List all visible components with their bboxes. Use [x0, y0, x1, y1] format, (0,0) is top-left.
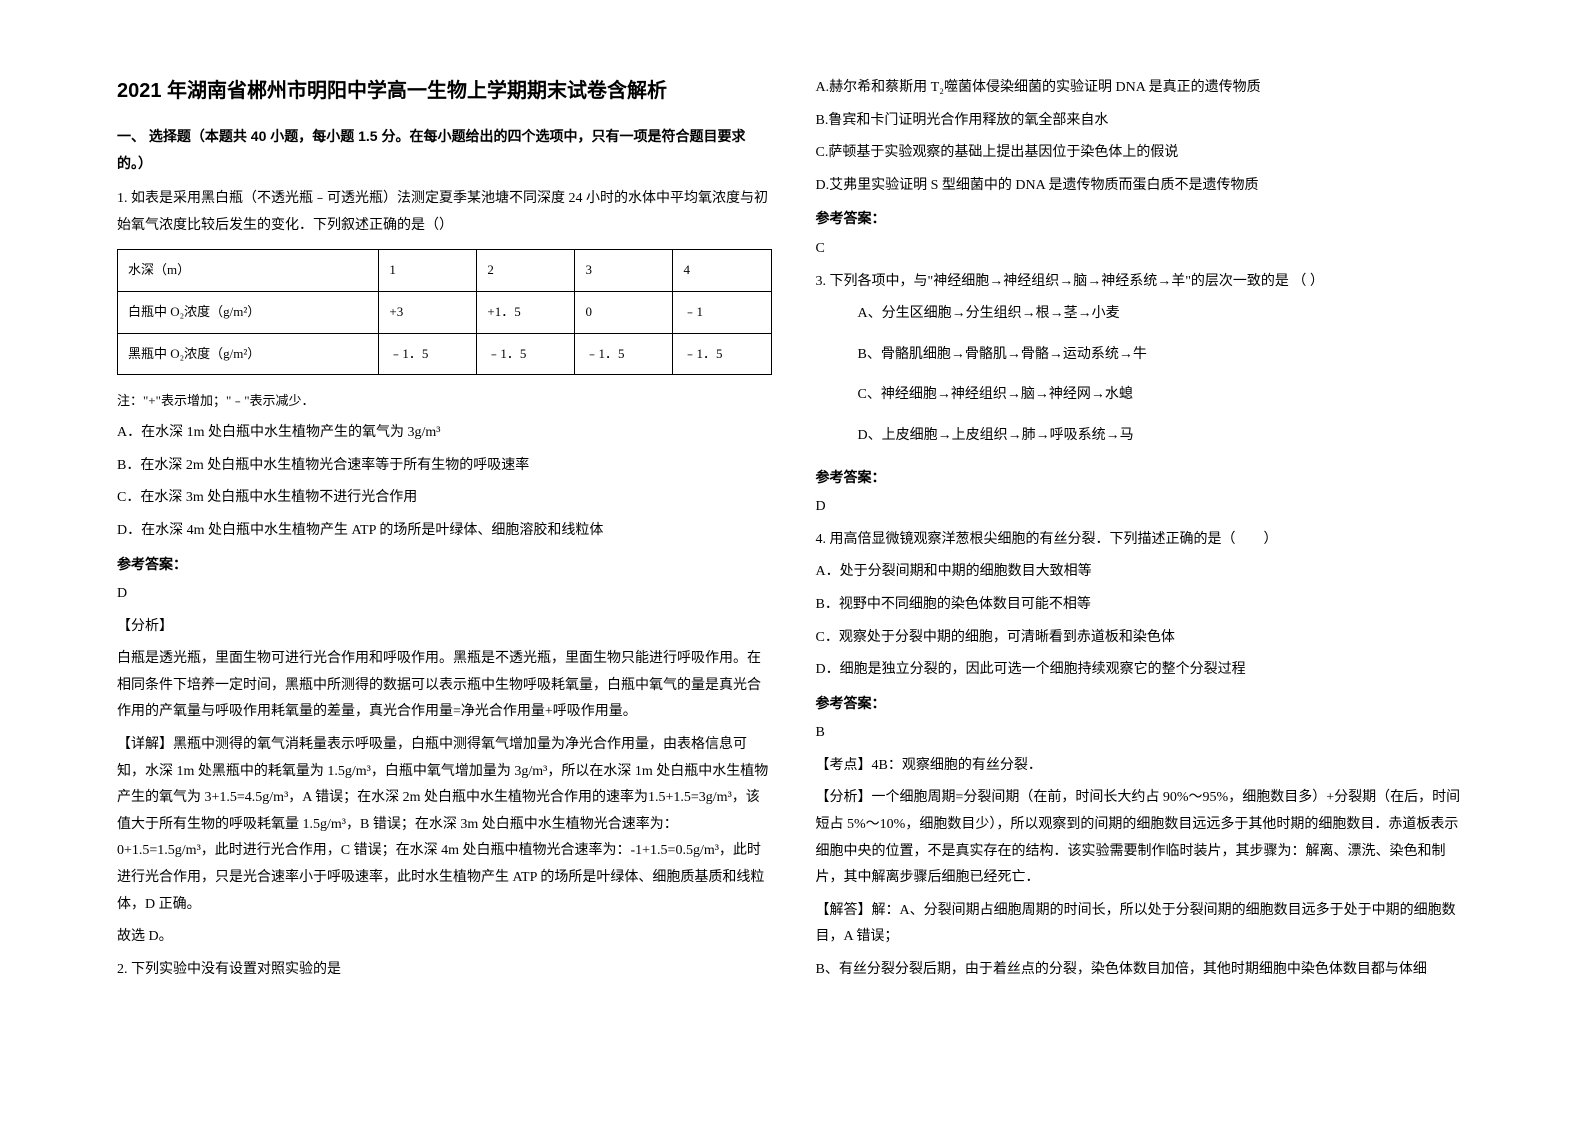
q4-kaodian: 【考点】4B：观察细胞的有丝分裂． — [816, 753, 1471, 780]
q4-fenxi: 【分析】一个细胞周期=分裂间期（在前，时间长大约占 90%～95%，细胞数目多）… — [816, 785, 1471, 891]
q3-option-c: C、神经细胞→神经组织→脑→神经网→水螅 — [858, 382, 1471, 409]
q4-option-c: C．观察处于分裂中期的细胞，可清晰看到赤道板和染色体 — [816, 625, 1471, 652]
right-column: A.赫尔希和蔡斯用 T₂噬菌体侵染细菌的实验证明 DNA 是真正的遗传物质 B.… — [794, 75, 1493, 1047]
q4-answer: B — [816, 720, 1471, 747]
q1-data-table: 水深（m） 1 2 3 4 白瓶中 O₂浓度（g/m²） +3 +1．5 0 ﹣… — [117, 249, 772, 375]
q1-detail: 【详解】黑瓶中测得的氧气消耗量表示呼吸量，白瓶中测得氧气增加量为净光合作用量，由… — [117, 732, 772, 918]
table-cell: ﹣1．5 — [673, 333, 771, 375]
table-cell: 白瓶中 O₂浓度（g/m²） — [118, 292, 379, 334]
q2-option-a: A.赫尔希和蔡斯用 T₂噬菌体侵染细菌的实验证明 DNA 是真正的遗传物质 — [816, 75, 1471, 102]
q3-option-b: B、骨骼肌细胞→骨骼肌→骨骼→运动系统→牛 — [858, 342, 1471, 369]
table-header-cell: 3 — [575, 250, 673, 292]
section-1-header: 一、 选择题（本题共 40 小题，每小题 1.5 分。在每小题给出的四个选项中，… — [117, 123, 772, 176]
q1-answer: D — [117, 581, 772, 608]
q1-option-c: C．在水深 3m 处白瓶中水生植物不进行光合作用 — [117, 485, 772, 512]
q4-option-d: D．细胞是独立分裂的，因此可选一个细胞持续观察它的整个分裂过程 — [816, 657, 1471, 684]
q2-stem: 2. 下列实验中没有设置对照实验的是 — [117, 957, 772, 984]
q1-option-b: B．在水深 2m 处白瓶中水生植物光合速率等于所有生物的呼吸速率 — [117, 453, 772, 480]
left-column: 2021 年湖南省郴州市明阳中学高一生物上学期期末试卷含解析 一、 选择题（本题… — [95, 75, 794, 1047]
table-cell: +3 — [379, 292, 477, 334]
table-cell: ﹣1．5 — [477, 333, 575, 375]
q1-analysis-label: 【分析】 — [117, 614, 772, 641]
table-header-cell: 水深（m） — [118, 250, 379, 292]
q4-option-b: B．视野中不同细胞的染色体数目可能不相等 — [816, 592, 1471, 619]
q3-option-a: A、分生区细胞→分生组织→根→茎→小麦 — [858, 301, 1471, 328]
q1-therefore: 故选 D。 — [117, 924, 772, 951]
q1-option-a: A．在水深 1m 处白瓶中水生植物产生的氧气为 3g/m³ — [117, 420, 772, 447]
q4-answer-label: 参考答案： — [816, 690, 1471, 717]
table-cell: +1．5 — [477, 292, 575, 334]
table-header-row: 水深（m） 1 2 3 4 — [118, 250, 772, 292]
table-cell: 黑瓶中 O₂浓度（g/m²） — [118, 333, 379, 375]
q2-answer: C — [816, 236, 1471, 263]
q3-stem: 3. 下列各项中，与"神经细胞→神经组织→脑→神经系统→羊"的层次一致的是 （ … — [816, 269, 1471, 296]
q4-jieda: 【解答】解：A、分裂间期占细胞周期的时间长，所以处于分裂间期的细胞数目远多于处于… — [816, 898, 1471, 951]
q2-option-c: C.萨顿基于实验观察的基础上提出基因位于染色体上的假说 — [816, 140, 1471, 167]
q1-answer-label: 参考答案： — [117, 551, 772, 578]
table-cell: ﹣1 — [673, 292, 771, 334]
q2-option-b: B.鲁宾和卡门证明光合作用释放的氧全部来自水 — [816, 108, 1471, 135]
q4-jieda2: B、有丝分裂分裂后期，由于着丝点的分裂，染色体数目加倍，其他时期细胞中染色体数目… — [816, 957, 1471, 984]
q4-stem: 4. 用高倍显微镜观察洋葱根尖细胞的有丝分裂．下列描述正确的是（ ） — [816, 527, 1471, 554]
document-title: 2021 年湖南省郴州市明阳中学高一生物上学期期末试卷含解析 — [117, 75, 772, 107]
q3-option-d: D、上皮细胞→上皮组织→肺→呼吸系统→马 — [858, 423, 1471, 450]
q2-answer-label: 参考答案： — [816, 205, 1471, 232]
table-header-cell: 4 — [673, 250, 771, 292]
q4-option-a: A．处于分裂间期和中期的细胞数目大致相等 — [816, 559, 1471, 586]
table-cell: 0 — [575, 292, 673, 334]
q1-stem: 1. 如表是采用黑白瓶（不透光瓶﹣可透光瓶）法测定夏季某池塘不同深度 24 小时… — [117, 186, 772, 239]
q3-answer: D — [816, 494, 1471, 521]
table-row: 白瓶中 O₂浓度（g/m²） +3 +1．5 0 ﹣1 — [118, 292, 772, 334]
table-cell: ﹣1．5 — [379, 333, 477, 375]
q1-table-note: 注："+"表示增加；"﹣"表示减少． — [117, 389, 772, 414]
q3-answer-label: 参考答案： — [816, 464, 1471, 491]
q2-option-d: D.艾弗里实验证明 S 型细菌中的 DNA 是遗传物质而蛋白质不是遗传物质 — [816, 173, 1471, 200]
table-row: 黑瓶中 O₂浓度（g/m²） ﹣1．5 ﹣1．5 ﹣1．5 ﹣1．5 — [118, 333, 772, 375]
table-header-cell: 1 — [379, 250, 477, 292]
table-cell: ﹣1．5 — [575, 333, 673, 375]
table-header-cell: 2 — [477, 250, 575, 292]
q1-analysis: 白瓶是透光瓶，里面生物可进行光合作用和呼吸作用。黑瓶是不透光瓶，里面生物只能进行… — [117, 646, 772, 726]
q1-option-d: D．在水深 4m 处白瓶中水生植物产生 ATP 的场所是叶绿体、细胞溶胶和线粒体 — [117, 518, 772, 545]
